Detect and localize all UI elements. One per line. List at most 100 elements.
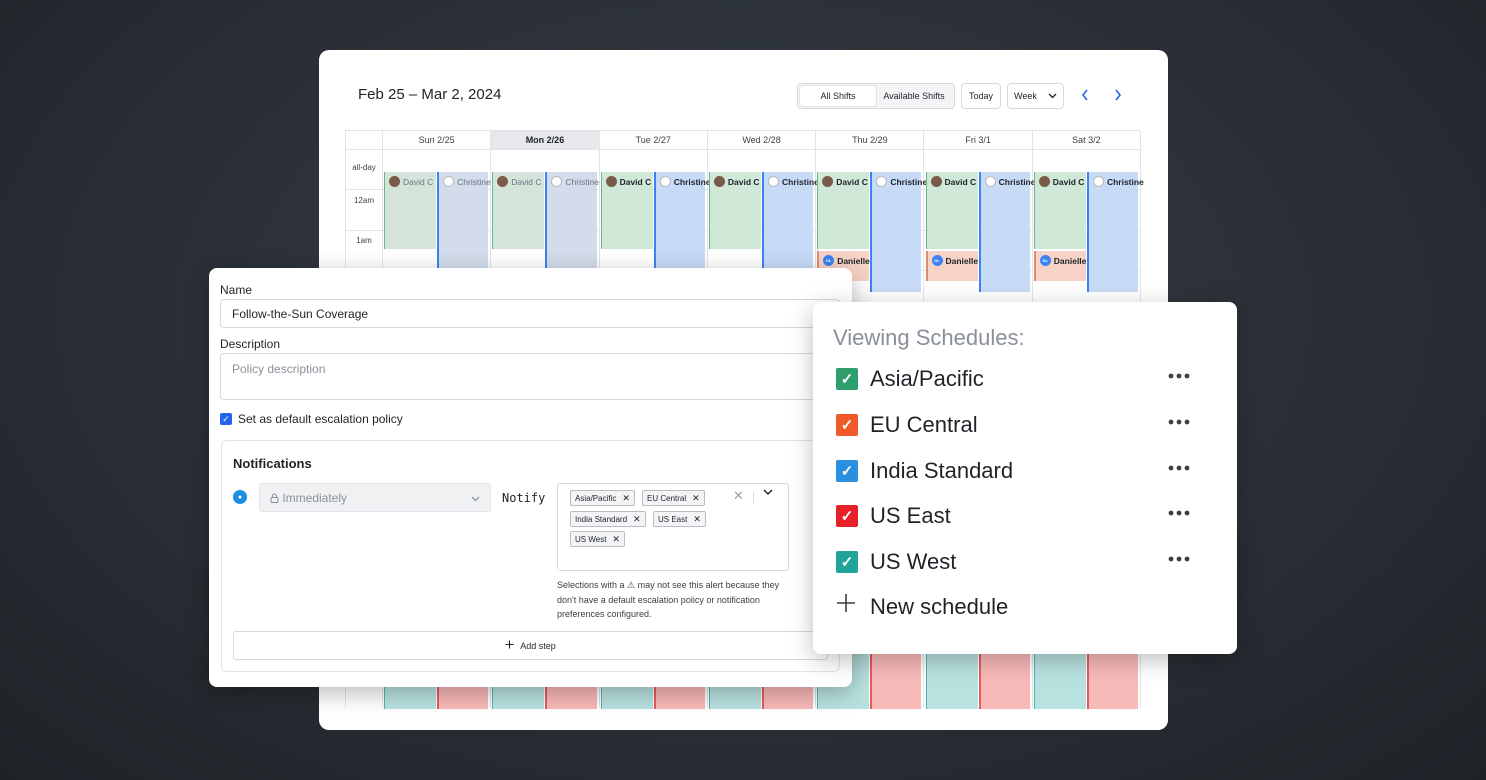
day-header[interactable]: Fri 3/1 — [965, 135, 991, 145]
shift-label: David C — [1038, 176, 1085, 187]
schedule-row[interactable]: ✓ Asia/Pacific — [836, 364, 1196, 394]
schedule-name: India Standard — [870, 457, 1014, 483]
plus-icon — [505, 640, 514, 651]
name-input[interactable]: Follow-the-Sun Coverage — [220, 299, 840, 328]
shift-event[interactable]: Christine — [978, 172, 1035, 292]
shift-label: Christine — [876, 176, 927, 187]
shift-person-name: Christine — [457, 176, 491, 187]
shift-label: DL Danielle — [823, 255, 870, 266]
day-header[interactable]: Thu 2/29 — [852, 135, 888, 145]
viewing-schedules-panel: Viewing Schedules: ✓ Asia/Pacific ✓ EU Cent… — [813, 302, 1237, 654]
schedule-name: US West — [870, 549, 957, 575]
chevron-down-icon[interactable] — [763, 488, 773, 499]
shift-label: David C — [605, 176, 651, 187]
lock-icon — [270, 491, 282, 505]
schedule-row[interactable]: ✓ US East — [836, 501, 1196, 531]
day-header[interactable]: Tue 2/27 — [635, 135, 671, 145]
default-policy-label: Set as default escalation policy — [238, 412, 403, 426]
day-header[interactable]: Mon 2/26 — [491, 131, 599, 149]
avatar — [659, 176, 671, 187]
schedule-row[interactable]: ✓ India Standard — [836, 456, 1196, 486]
clear-all-icon[interactable]: ✕ — [733, 488, 744, 503]
notifications-section: Notifications ● Immediately Notify Asia/… — [221, 440, 840, 672]
schedule-checkbox[interactable]: ✓ — [836, 413, 858, 436]
more-options-icon[interactable] — [1168, 364, 1190, 394]
shift-person-name: Christine — [565, 176, 599, 187]
more-options-icon[interactable] — [1168, 456, 1190, 486]
remove-chip-icon[interactable]: ✕ — [612, 533, 620, 544]
more-options-icon[interactable] — [1168, 501, 1190, 531]
shift-event[interactable]: DL Danielle — [1033, 251, 1086, 281]
avatar: DL — [931, 255, 943, 266]
shift-person-name: Christine — [998, 176, 1036, 187]
shift-event[interactable]: David C — [384, 172, 437, 249]
shift-label: David C — [497, 176, 542, 187]
remove-chip-icon[interactable]: ✕ — [622, 492, 630, 503]
shift-label: Christine — [443, 176, 491, 187]
timing-value-wrap: Immediately — [270, 491, 347, 505]
shift-person-name: Christine — [673, 176, 711, 187]
today-button[interactable]: Today — [961, 83, 1001, 109]
day-header[interactable]: Wed 2/28 — [742, 135, 781, 145]
avatar — [1092, 176, 1104, 187]
chip-india-standard: India Standard ✕ — [570, 511, 646, 527]
avatar — [497, 176, 509, 187]
all-shifts-tab[interactable]: All Shifts — [800, 86, 876, 106]
shift-event[interactable]: David C — [817, 172, 870, 249]
day-header[interactable]: Sun 2/25 — [418, 135, 455, 145]
remove-chip-icon[interactable]: ✕ — [633, 513, 641, 524]
avatar — [389, 176, 400, 187]
schedule-row[interactable]: ✓ EU Central — [836, 410, 1196, 440]
shift-person-name: David C — [1052, 176, 1085, 187]
new-schedule-button[interactable]: New schedule — [870, 594, 1009, 619]
schedule-checkbox[interactable]: ✓ — [836, 459, 858, 482]
shift-person-name: Danielle — [945, 255, 979, 266]
shift-person-name: David C — [944, 176, 977, 187]
divider — [753, 492, 754, 504]
shift-event[interactable]: Christine — [1086, 172, 1144, 292]
shift-label: David C — [930, 176, 977, 187]
schedule-checkbox[interactable]: ✓ — [836, 551, 858, 574]
plus-icon[interactable] — [836, 592, 856, 620]
more-options-icon[interactable] — [1168, 547, 1190, 577]
schedule-name: US East — [870, 503, 951, 529]
avatar — [984, 176, 996, 187]
shift-label: DL Danielle — [931, 255, 979, 266]
shift-label: Christine — [551, 176, 599, 187]
add-step-button[interactable]: Add step — [233, 631, 828, 660]
more-options-icon[interactable] — [1168, 410, 1190, 440]
available-shifts-tab[interactable]: Available Shifts — [883, 91, 945, 101]
remove-chip-icon[interactable]: ✕ — [693, 513, 701, 524]
avatar — [551, 176, 563, 187]
day-header[interactable]: Sat 3/2 — [1072, 135, 1101, 145]
remove-chip-icon[interactable]: ✕ — [692, 492, 700, 503]
shift-label: Christine — [768, 176, 819, 187]
shift-event[interactable]: David C — [492, 172, 545, 249]
notifications-title: Notifications — [233, 456, 312, 471]
shift-person-name: David C — [511, 176, 542, 187]
avatar — [605, 176, 617, 187]
description-input[interactable]: Policy description — [220, 353, 840, 400]
shift-label: David C — [713, 176, 760, 187]
range-select[interactable]: Week — [1007, 83, 1064, 109]
schedule-checkbox[interactable]: ✓ — [836, 505, 858, 528]
schedule-name: Asia/Pacific — [870, 366, 984, 391]
default-policy-checkbox[interactable]: ✓ — [220, 413, 232, 425]
shift-event[interactable]: David C — [1033, 172, 1086, 249]
shift-event[interactable]: David C — [708, 172, 762, 249]
chevron-left-icon[interactable] — [1081, 88, 1089, 104]
chevron-right-icon[interactable] — [1114, 88, 1122, 104]
schedule-multiselect[interactable]: Asia/Pacific ✕ EU Central ✕ India Standard… — [557, 483, 789, 571]
time-label-allday: all-day — [352, 163, 376, 172]
avatar — [930, 176, 942, 187]
schedule-checkbox[interactable]: ✓ — [836, 368, 858, 390]
timing-select[interactable]: Immediately — [259, 483, 491, 512]
shift-event[interactable]: David C — [925, 172, 978, 249]
shift-event[interactable]: Christine — [870, 172, 927, 292]
notify-label: Notify — [502, 491, 546, 505]
shift-event[interactable]: David C — [600, 172, 653, 249]
chip-asia-pacific: Asia/Pacific ✕ — [570, 490, 635, 506]
chip-us-west: US West ✕ — [570, 531, 625, 547]
schedule-row[interactable]: ✓ US West — [836, 547, 1196, 577]
shift-event[interactable]: DL Danielle — [925, 251, 979, 281]
